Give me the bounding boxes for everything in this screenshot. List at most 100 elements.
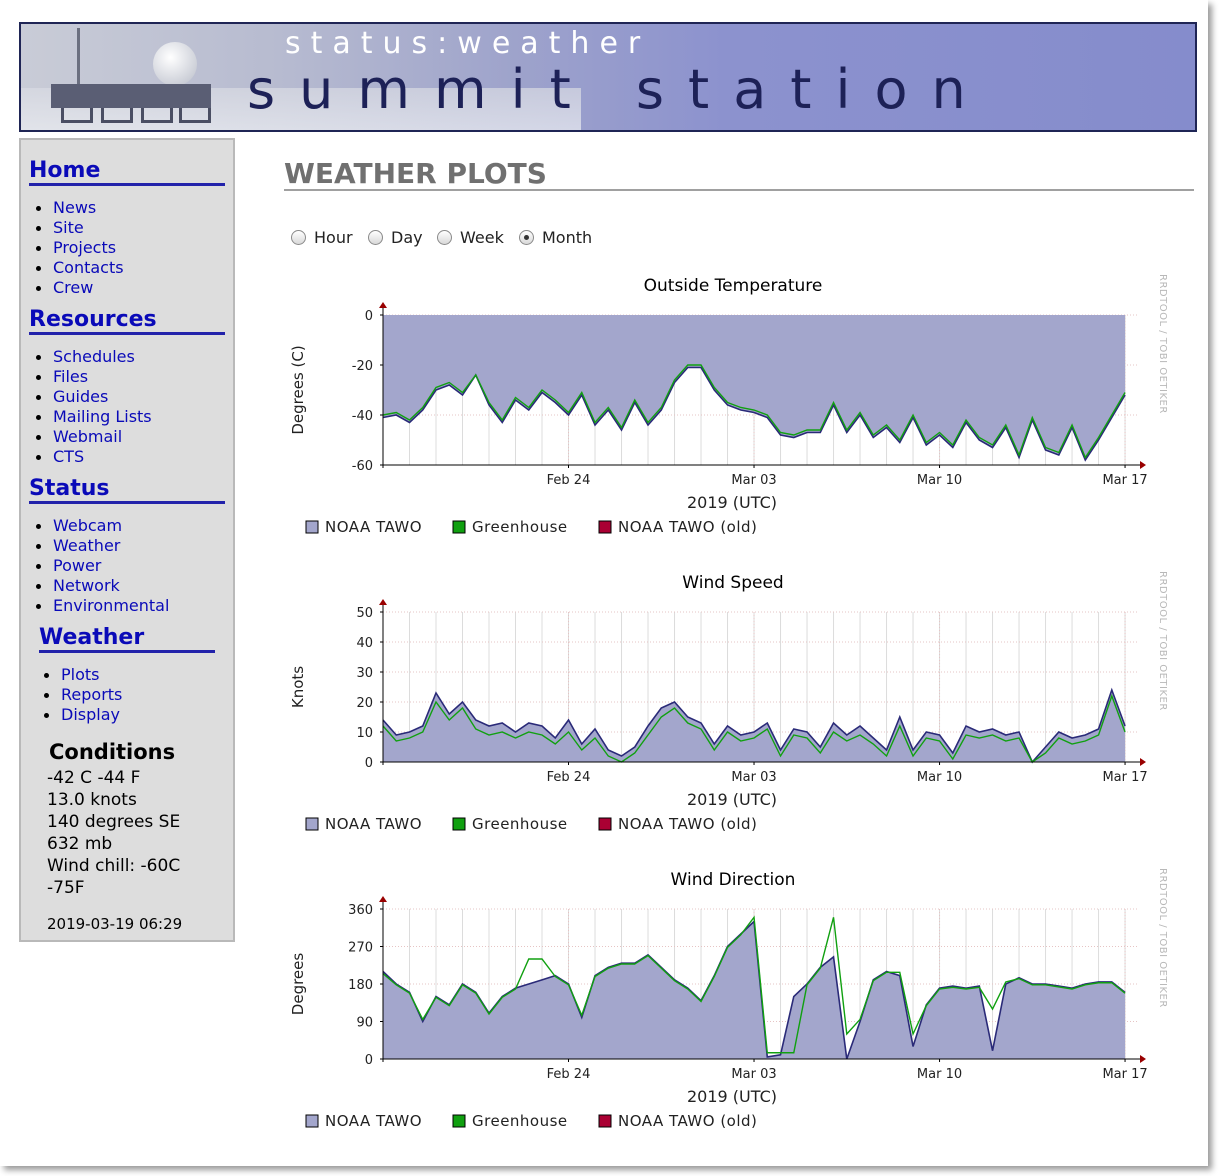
range-option-hour[interactable]: Hour: [291, 226, 353, 248]
legend-noaa-tawo: NOAA TAWO: [305, 518, 422, 536]
area-noaa-tawo: [383, 315, 1126, 460]
conditions-pressure: 632 mb: [47, 834, 113, 854]
area-noaa-tawo: [383, 921, 1126, 1059]
legend-noaa-tawo-old: NOAA TAWO (old): [598, 1112, 757, 1130]
y-tick-label: 0: [365, 756, 373, 771]
legend-swatch: [305, 817, 319, 831]
nav-item-webcam[interactable]: Webcam: [29, 516, 169, 536]
radio-label-hour[interactable]: Hour: [314, 227, 353, 247]
nav-item-environmental[interactable]: Environmental: [29, 596, 169, 616]
radio-hour[interactable]: [291, 229, 306, 245]
x-tick-label: Mar 03: [731, 1067, 776, 1082]
x-axis-arrow: [1140, 758, 1146, 766]
nav-list-weather: Plots Reports Display: [37, 665, 122, 725]
x-tick-label: Mar 17: [1102, 473, 1147, 488]
radio-label-day[interactable]: Day: [391, 227, 423, 247]
legend-label: Greenhouse: [472, 518, 568, 536]
nav-heading-status[interactable]: Status: [29, 476, 225, 504]
range-option-month[interactable]: Month: [519, 226, 592, 248]
banner-photo-building: [51, 84, 211, 108]
nav-item-news[interactable]: News: [29, 198, 124, 218]
legend-noaa-tawo-old: NOAA TAWO (old): [598, 518, 757, 536]
chart-title: Wind Direction: [671, 870, 796, 890]
banner-photo-mast: [77, 28, 80, 86]
legend-swatch: [598, 1114, 612, 1128]
range-option-day[interactable]: Day: [368, 226, 423, 248]
nav-item-display[interactable]: Display: [37, 705, 122, 725]
banner-title: summit station: [247, 58, 990, 121]
nav-item-reports[interactable]: Reports: [37, 685, 122, 705]
legend-label: NOAA TAWO (old): [618, 815, 757, 833]
y-tick-label: 360: [348, 903, 373, 918]
nav-item-schedules[interactable]: Schedules: [29, 347, 152, 367]
nav-item-weather[interactable]: Weather: [29, 536, 169, 556]
nav-heading-resources[interactable]: Resources: [29, 307, 225, 335]
y-axis-arrow: [379, 302, 387, 308]
x-tick-label: Mar 17: [1102, 770, 1147, 785]
banner-photo-stilts: [61, 108, 211, 123]
plot-wind-speed: Wind Speed 50 40 30 20 10 0 Feb 24 Mar 03 Mar 10 M…: [284, 567, 1184, 857]
conditions-wind-speed: 13.0 knots: [47, 790, 137, 810]
legend-noaa-tawo: NOAA TAWO: [305, 815, 422, 833]
y-tick-label: 0: [365, 1053, 373, 1068]
y-tick-label: -60: [352, 459, 373, 474]
range-option-week[interactable]: Week: [437, 226, 504, 248]
nav-item-cts[interactable]: CTS: [29, 447, 152, 467]
conditions-wind-direction: 140 degrees SE: [47, 812, 181, 832]
nav-item-power[interactable]: Power: [29, 556, 169, 576]
nav-heading-weather[interactable]: Weather: [39, 625, 215, 653]
y-tick-label: 180: [348, 978, 373, 993]
nav-item-contacts[interactable]: Contacts: [29, 258, 124, 278]
legend-greenhouse: Greenhouse: [452, 815, 567, 833]
nav-list-resources: Schedules Files Guides Mailing Lists Web…: [29, 347, 152, 467]
nav-item-crew[interactable]: Crew: [29, 278, 124, 298]
plot-outside-temperature: Outside Temperature 0 -20 -40 -60 Feb 24 Mar 0…: [284, 270, 1184, 560]
nav-item-mailing-lists[interactable]: Mailing Lists: [29, 407, 152, 427]
banner-subtitle: status:weather: [285, 26, 651, 61]
nav-item-webmail[interactable]: Webmail: [29, 427, 152, 447]
y-axis-arrow: [379, 896, 387, 902]
legend-swatch: [452, 520, 466, 534]
nav-item-site[interactable]: Site: [29, 218, 124, 238]
nav-item-plots[interactable]: Plots: [37, 665, 122, 685]
legend-noaa-tawo-old: NOAA TAWO (old): [598, 815, 757, 833]
nav-item-guides[interactable]: Guides: [29, 387, 152, 407]
x-axis-arrow: [1140, 1055, 1146, 1063]
x-tick-label: Mar 03: [731, 770, 776, 785]
radio-week[interactable]: [437, 229, 452, 245]
legend-label: NOAA TAWO: [325, 1112, 422, 1130]
y-tick-label: 10: [356, 726, 373, 741]
chart-svg: Wind Speed 50 40 30 20 10 0 Feb 24 Mar 03 Mar 10 M…: [289, 571, 1168, 833]
legend-label: NOAA TAWO: [325, 518, 422, 536]
series-line-greenhouse: [382, 364, 1126, 459]
legend-greenhouse: Greenhouse: [452, 1112, 568, 1130]
radio-day[interactable]: [368, 229, 383, 245]
x-tick-label: Feb 24: [547, 473, 591, 488]
sidebar: Home News Site Projects Contacts Crew Re…: [19, 138, 235, 942]
radio-label-month[interactable]: Month: [542, 227, 593, 247]
nav-item-projects[interactable]: Projects: [29, 238, 124, 258]
nav-item-files[interactable]: Files: [29, 367, 152, 387]
series-line-greenhouse: [382, 915, 1126, 1054]
y-axis-label: Degrees (C): [289, 345, 307, 434]
nav-heading-home[interactable]: Home: [29, 158, 225, 186]
x-axis-label: 2019 (UTC): [687, 493, 777, 512]
y-tick-label: 270: [348, 941, 373, 956]
conditions-wind-chill: Wind chill: -60C: [47, 856, 181, 876]
radio-label-week[interactable]: Week: [460, 227, 504, 247]
y-tick-label: -20: [352, 359, 373, 374]
radio-month[interactable]: [519, 229, 534, 245]
rrdtool-watermark: RRDTOOL / TOBI OETIKER: [1157, 571, 1168, 711]
chart-svg: Wind Direction 360 270 180 90 0 Feb 24 Mar 03 Ma…: [289, 868, 1168, 1130]
x-tick-label: Mar 10: [917, 770, 962, 785]
y-tick-label: 50: [356, 606, 373, 621]
chart-title: Outside Temperature: [644, 276, 823, 296]
legend-label: Greenhouse: [472, 1112, 568, 1130]
y-tick-label: 40: [356, 636, 373, 651]
legend-swatch: [452, 817, 466, 831]
y-tick-label: 0: [365, 309, 373, 324]
legend-greenhouse: Greenhouse: [452, 518, 568, 536]
nav-item-network[interactable]: Network: [29, 576, 169, 596]
x-axis-label: 2019 (UTC): [687, 790, 777, 809]
y-axis-label: Degrees: [289, 953, 307, 1016]
